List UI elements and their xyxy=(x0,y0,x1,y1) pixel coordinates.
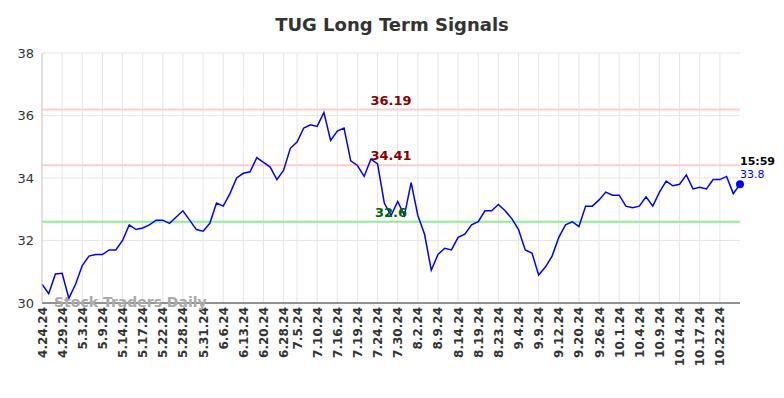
svg-text:10.14.24: 10.14.24 xyxy=(673,307,687,366)
svg-text:9.26.24: 9.26.24 xyxy=(593,307,607,358)
svg-text:10.17.24: 10.17.24 xyxy=(693,307,707,366)
svg-text:10.22.24: 10.22.24 xyxy=(713,307,727,366)
svg-text:15:59: 15:59 xyxy=(740,155,775,168)
svg-text:6.13.24: 6.13.24 xyxy=(237,307,251,358)
svg-text:7.24.24: 7.24.24 xyxy=(371,307,385,358)
svg-text:32: 32 xyxy=(17,233,34,248)
svg-text:10.4.24: 10.4.24 xyxy=(633,307,647,358)
svg-text:8.14.24: 8.14.24 xyxy=(452,307,466,358)
svg-text:9.20.24: 9.20.24 xyxy=(572,307,586,358)
svg-text:9.4.24: 9.4.24 xyxy=(512,307,526,350)
svg-text:7.19.24: 7.19.24 xyxy=(351,307,365,358)
svg-text:8.2.24: 8.2.24 xyxy=(411,307,425,350)
svg-text:7.5.24: 7.5.24 xyxy=(291,307,305,350)
svg-text:5.28.24: 5.28.24 xyxy=(176,307,190,358)
svg-text:8.19.24: 8.19.24 xyxy=(472,307,486,358)
svg-text:33.8: 33.8 xyxy=(740,168,765,181)
svg-text:9.9.24: 9.9.24 xyxy=(532,307,546,350)
svg-text:32.6: 32.6 xyxy=(375,205,407,220)
html-text:Stock Traders Daily: Stock Traders Daily xyxy=(54,294,207,310)
svg-text:5.17.24: 5.17.24 xyxy=(136,307,150,358)
svg-text:30: 30 xyxy=(17,296,34,311)
html-text:TUG Long Term Signals: TUG Long Term Signals xyxy=(275,14,509,35)
svg-text:7.10.24: 7.10.24 xyxy=(311,307,325,358)
svg-text:7.30.24: 7.30.24 xyxy=(391,307,405,358)
svg-text:4.24.24: 4.24.24 xyxy=(36,307,50,358)
svg-text:4.29.24: 4.29.24 xyxy=(56,307,70,358)
svg-text:38: 38 xyxy=(17,46,34,61)
svg-text:6.20.24: 6.20.24 xyxy=(257,307,271,358)
svg-text:5.14.24: 5.14.24 xyxy=(116,307,130,358)
svg-text:5.9.24: 5.9.24 xyxy=(96,307,110,350)
svg-text:8.9.24: 8.9.24 xyxy=(432,307,446,350)
svg-text:34.41: 34.41 xyxy=(370,148,411,163)
svg-text:36: 36 xyxy=(17,108,34,123)
svg-text:6.6.24: 6.6.24 xyxy=(217,307,231,350)
svg-text:5.22.24: 5.22.24 xyxy=(156,307,170,358)
svg-text:10.9.24: 10.9.24 xyxy=(653,307,667,358)
svg-text:36.19: 36.19 xyxy=(370,93,411,108)
svg-text:8.23.24: 8.23.24 xyxy=(492,307,506,358)
svg-text:6.28.24: 6.28.24 xyxy=(277,307,291,358)
svg-text:7.16.24: 7.16.24 xyxy=(331,307,345,358)
svg-text:10.1.24: 10.1.24 xyxy=(613,307,627,358)
svg-text:5.31.24: 5.31.24 xyxy=(197,307,211,358)
svg-text:5.3.24: 5.3.24 xyxy=(76,307,90,350)
svg-text:34: 34 xyxy=(17,171,34,186)
svg-text:9.12.24: 9.12.24 xyxy=(552,307,566,358)
